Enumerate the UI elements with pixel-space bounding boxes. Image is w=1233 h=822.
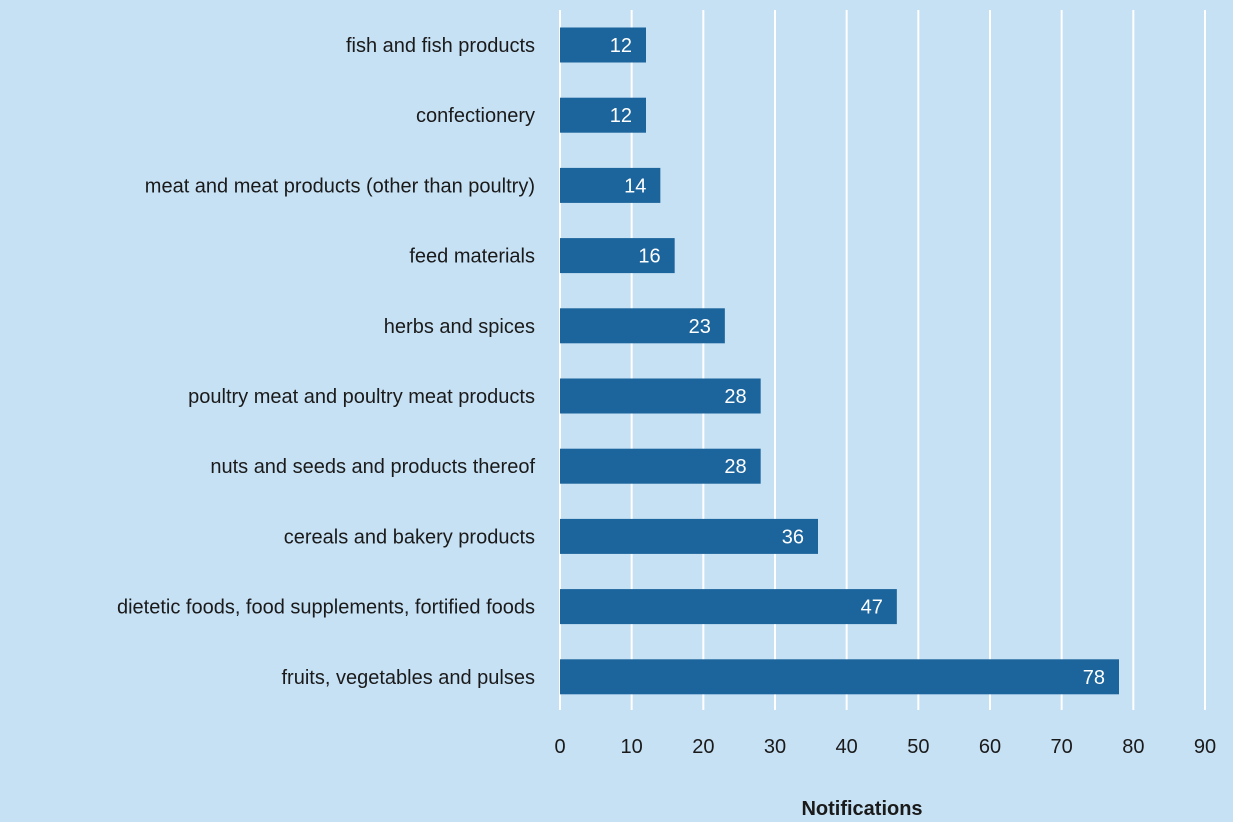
bar bbox=[560, 448, 761, 484]
bar-value-label: 16 bbox=[638, 246, 660, 268]
bar bbox=[560, 378, 761, 414]
category-label: dietetic foods, food supplements, fortif… bbox=[117, 597, 535, 619]
bar bbox=[560, 27, 646, 63]
category-label: fish and fish products bbox=[346, 35, 535, 57]
x-tick-label: 0 bbox=[554, 736, 565, 758]
bar bbox=[560, 518, 818, 554]
bar-value-label: 78 bbox=[1083, 667, 1105, 689]
x-tick-label: 40 bbox=[836, 736, 858, 758]
bar bbox=[560, 589, 897, 625]
x-tick-label: 60 bbox=[979, 736, 1001, 758]
category-label: feed materials bbox=[409, 246, 535, 268]
bar-value-label: 28 bbox=[724, 386, 746, 408]
bar bbox=[560, 167, 661, 203]
bar-value-label: 12 bbox=[610, 35, 632, 57]
x-tick-label: 20 bbox=[692, 736, 714, 758]
bar bbox=[560, 238, 675, 274]
x-tick-label: 50 bbox=[907, 736, 929, 758]
bars: 12 12 14 16 23 28 28 36 47 78 bbox=[560, 27, 1119, 695]
bar-value-label: 28 bbox=[724, 456, 746, 478]
category-label: confectionery bbox=[416, 105, 535, 127]
x-tick-label: 10 bbox=[621, 736, 643, 758]
x-tick-label: 80 bbox=[1122, 736, 1144, 758]
bar-value-label: 23 bbox=[689, 316, 711, 338]
category-labels: fish and fish products confectionery meat … bbox=[117, 35, 535, 689]
x-tick-label: 30 bbox=[764, 736, 786, 758]
category-label: cereals and bakery products bbox=[284, 526, 535, 548]
x-axis-title: Notifications bbox=[801, 798, 922, 820]
bar-value-label: 36 bbox=[782, 526, 804, 548]
bar-value-label: 14 bbox=[624, 175, 646, 197]
category-label: herbs and spices bbox=[384, 316, 535, 338]
bar-value-label: 12 bbox=[610, 105, 632, 127]
category-label: meat and meat products (other than poult… bbox=[145, 175, 535, 197]
category-label: fruits, vegetables and pulses bbox=[282, 667, 536, 689]
bar bbox=[560, 659, 1119, 695]
category-label: nuts and seeds and products thereof bbox=[210, 456, 535, 478]
bar-value-label: 47 bbox=[861, 597, 883, 619]
bar bbox=[560, 97, 646, 133]
bar bbox=[560, 308, 725, 344]
category-label: poultry meat and poultry meat products bbox=[188, 386, 535, 408]
x-tick-label: 70 bbox=[1051, 736, 1073, 758]
x-tick-labels: 0 10 20 30 40 50 60 70 80 90 bbox=[554, 736, 1216, 758]
x-tick-label: 90 bbox=[1194, 736, 1216, 758]
